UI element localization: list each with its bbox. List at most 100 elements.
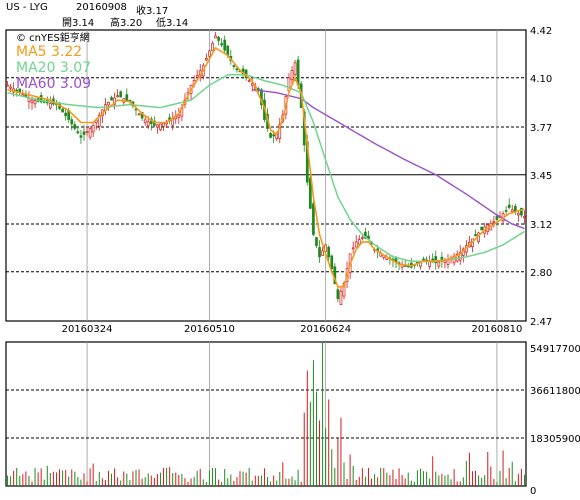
candle-body: [523, 216, 526, 218]
volume-y-tick-label: 18305900: [530, 434, 580, 445]
candle-body: [495, 215, 499, 220]
candle-body: [49, 103, 52, 109]
candle-body: [220, 43, 223, 46]
candle-body: [9, 86, 12, 89]
price-y-tick-label: 4.10: [530, 74, 552, 85]
candle-body: [211, 43, 214, 51]
candle-body: [336, 289, 340, 299]
high-label: 高3.20: [110, 18, 143, 29]
candle-body: [97, 114, 101, 127]
candle-body: [61, 108, 64, 113]
x-tick-label: 20160624: [300, 324, 351, 335]
candle-body: [351, 247, 355, 250]
candle-body: [137, 113, 141, 116]
candle-body: [143, 119, 147, 124]
candle-body: [315, 237, 318, 246]
candle-body: [156, 124, 159, 128]
candle-body: [507, 204, 511, 208]
legend-ma5: MA5 3.22: [16, 44, 82, 60]
candle-body: [510, 209, 514, 212]
candle-body: [214, 35, 217, 39]
candle-body: [217, 36, 220, 41]
legend-ma60: MA60 3.09: [16, 76, 91, 92]
x-tick-label: 20160324: [62, 324, 113, 335]
candle-body: [458, 252, 462, 261]
candle-body: [434, 256, 438, 264]
candle-body: [33, 100, 37, 105]
price-y-tick-label: 3.45: [530, 171, 552, 182]
candle-body: [247, 80, 251, 83]
candle-body: [232, 65, 236, 67]
candle-body: [327, 246, 331, 258]
candle-body: [162, 122, 165, 127]
candle-body: [290, 69, 294, 81]
candle-body: [339, 290, 343, 305]
candle-body: [330, 255, 334, 270]
candle-body: [146, 121, 150, 127]
candle-body: [208, 50, 211, 57]
low-label: 低3.14: [156, 18, 189, 29]
candle-body: [85, 131, 89, 133]
candle-body: [223, 39, 227, 51]
candle-body: [119, 91, 123, 98]
price-y-tick-label: 2.80: [530, 268, 552, 279]
candle-body: [6, 84, 9, 87]
candle-body: [116, 95, 119, 98]
candle-body: [73, 124, 77, 129]
price-y-tick-label: 3.77: [530, 123, 552, 134]
candle-body: [235, 68, 239, 71]
candle-body: [257, 88, 260, 91]
candle-body: [76, 131, 80, 134]
ma20-line: [7, 74, 525, 263]
candle-body: [125, 94, 129, 101]
volume-y-tick-label: 36611800: [530, 386, 580, 397]
candle-body: [79, 135, 83, 138]
candle-body: [171, 118, 175, 126]
candle-body: [82, 131, 86, 135]
candle-body: [269, 133, 272, 138]
candle-body: [293, 62, 297, 76]
candle-body: [30, 99, 34, 104]
candle-body: [88, 128, 92, 138]
close-label: 收3.17: [136, 6, 169, 17]
candle-body: [354, 241, 358, 248]
candle-body: [159, 123, 162, 131]
x-tick-label: 20160510: [184, 324, 235, 335]
ma5-line: [7, 46, 525, 288]
symbol-label: US - LYG: [6, 2, 48, 13]
candle-body: [361, 237, 364, 239]
candle-body: [364, 231, 367, 239]
candle-body: [474, 234, 477, 237]
candle-body: [272, 134, 275, 137]
candle-body: [107, 102, 110, 106]
candle-body: [177, 114, 181, 118]
candle-body: [110, 97, 113, 101]
volume-y-tick-label: 0: [530, 486, 536, 497]
date-label: 20160908: [76, 2, 127, 13]
ma60-line: [252, 89, 525, 230]
volume-frame: [5, 341, 527, 487]
candle-body: [520, 207, 523, 216]
volume-y-tick-label: 54917700: [530, 344, 580, 355]
x-tick-label: 20160810: [471, 324, 522, 335]
price-y-tick-label: 3.12: [530, 220, 552, 231]
candle-body: [321, 250, 324, 256]
candle-body: [480, 226, 483, 231]
candle-body: [195, 75, 199, 78]
candle-body: [492, 221, 496, 223]
candle-body: [312, 203, 315, 235]
candle-body: [64, 112, 67, 117]
candle-body: [91, 125, 95, 133]
candle-body: [422, 258, 425, 261]
candle-body: [70, 119, 74, 125]
price-y-tick-label: 4.42: [530, 26, 552, 37]
candle-body: [437, 261, 441, 267]
candle-body: [357, 239, 361, 245]
candle-body: [517, 213, 520, 216]
open-label: 開3.14: [62, 18, 95, 29]
candle-body: [318, 247, 321, 258]
candle-body: [504, 210, 508, 212]
price-frame: [5, 29, 527, 322]
candle-body: [309, 177, 312, 209]
candle-body: [174, 116, 178, 120]
